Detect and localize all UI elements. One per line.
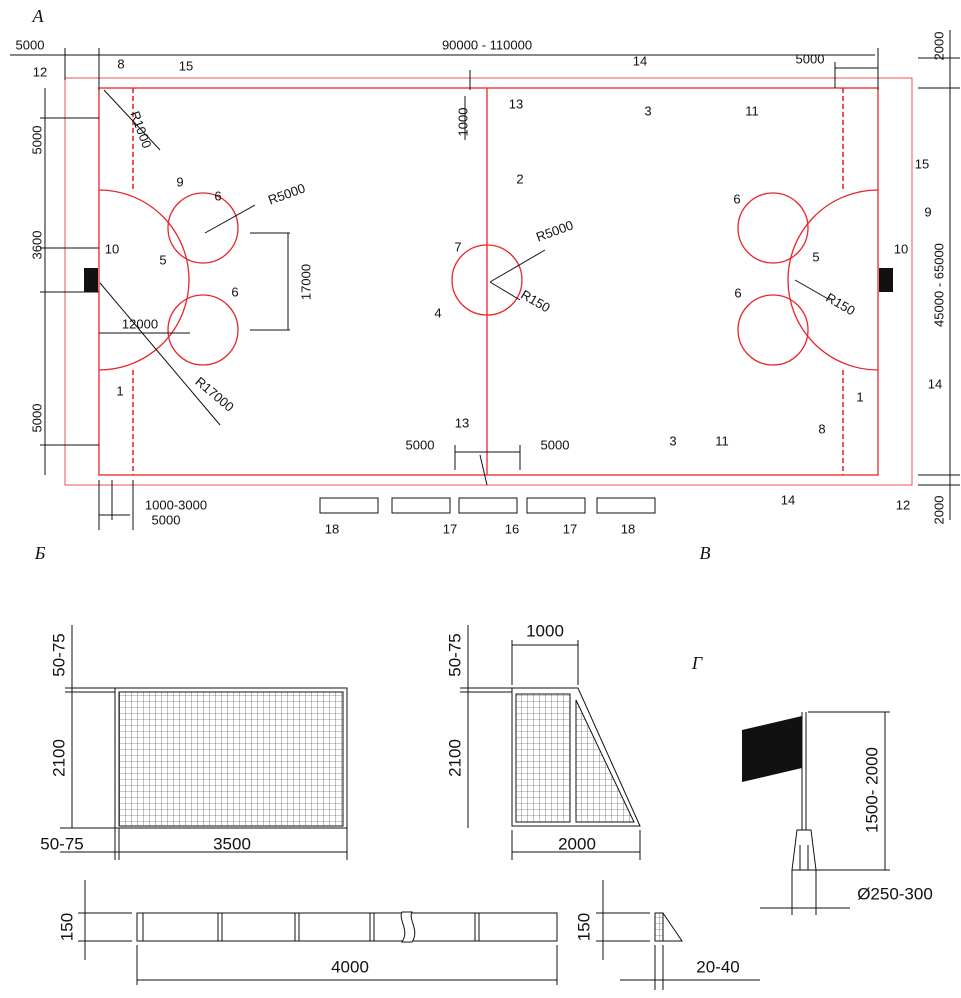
field-label: 14 bbox=[928, 376, 942, 391]
field-label: 1 bbox=[856, 389, 863, 404]
field-label: 10 bbox=[894, 241, 908, 256]
field-label: 6 bbox=[214, 188, 221, 203]
field-label: 3 bbox=[669, 433, 676, 448]
field-label: 8 bbox=[818, 421, 825, 436]
goal-front bbox=[60, 625, 348, 860]
field-label: 14 bbox=[781, 492, 795, 507]
goal-side bbox=[460, 625, 641, 860]
field-label: 8 bbox=[117, 56, 124, 71]
field-label: 15 bbox=[915, 156, 929, 171]
field-label: 2000 bbox=[931, 32, 946, 61]
field-label: 11 bbox=[745, 103, 759, 118]
field-label: 7 bbox=[454, 239, 461, 254]
field-label: 5000 bbox=[796, 51, 825, 66]
field-label: 5000 bbox=[541, 437, 570, 452]
field-label: 10 bbox=[105, 241, 119, 256]
field-label: 3600 bbox=[29, 231, 44, 260]
field-label: 5000 bbox=[29, 126, 44, 155]
field-label: 12 bbox=[33, 64, 47, 79]
board-label: 4000 bbox=[331, 957, 369, 976]
goal-side-label: 1000 bbox=[526, 621, 564, 640]
section-letter: В bbox=[700, 543, 711, 563]
field-label: 5 bbox=[159, 252, 166, 267]
goal-front-label: 50-75 bbox=[49, 633, 68, 676]
field-label: 1 bbox=[116, 383, 123, 398]
field-label: 5000 bbox=[152, 512, 181, 527]
field-label: 1000-3000 bbox=[145, 497, 207, 512]
field-label: 90000 - 110000 bbox=[442, 37, 532, 52]
goal-side-label: 50-75 bbox=[445, 633, 464, 676]
board bbox=[78, 880, 760, 990]
field-label: 13 bbox=[455, 415, 469, 430]
field-label: 12000 bbox=[122, 316, 158, 331]
field-label: 6 bbox=[734, 285, 741, 300]
field bbox=[10, 30, 960, 530]
flag-label: 1500- 2000 bbox=[862, 747, 881, 833]
field-label: R5000 bbox=[534, 217, 575, 244]
field-label: R150 bbox=[823, 290, 857, 319]
section-letter: Г bbox=[691, 653, 703, 673]
field-label: 17000 bbox=[298, 264, 313, 300]
field-label: 17 bbox=[563, 521, 577, 536]
field-label: 3 bbox=[644, 103, 651, 118]
field-label: 9 bbox=[924, 204, 931, 219]
field-label: 45000 - 65000 bbox=[931, 243, 946, 327]
field-label: R1000 bbox=[127, 109, 154, 150]
field-label: R5000 bbox=[266, 180, 307, 207]
goal-front-label: 50-75 bbox=[40, 834, 83, 853]
field-label: 13 bbox=[509, 96, 523, 111]
field-label: 11 bbox=[715, 433, 729, 448]
field-label: 17 bbox=[443, 521, 457, 536]
field-label: 16 bbox=[505, 521, 519, 536]
goal-side-label: 2100 bbox=[445, 739, 464, 777]
field-label: R150 bbox=[518, 287, 552, 316]
field-label: 18 bbox=[325, 521, 339, 536]
field-label: 9 bbox=[176, 174, 183, 189]
field-label: 5000 bbox=[16, 37, 45, 52]
goal-front-label: 3500 bbox=[213, 834, 251, 853]
field-label: 5000 bbox=[29, 404, 44, 433]
field-label: 2 bbox=[516, 171, 523, 186]
flag-label: Ø250-300 bbox=[857, 884, 933, 903]
field-label: 12 bbox=[896, 497, 910, 512]
board-label: 20-40 bbox=[696, 957, 739, 976]
board-label: 150 bbox=[57, 913, 76, 941]
field-label: R17000 bbox=[192, 374, 237, 415]
field-label: 5 bbox=[812, 249, 819, 264]
goal-side-label: 2000 bbox=[558, 834, 596, 853]
field-label: 14 bbox=[633, 53, 647, 68]
field-label: 2000 bbox=[931, 496, 946, 525]
field-label: 5000 bbox=[406, 437, 435, 452]
field-label: 1000 bbox=[455, 108, 470, 137]
goal-front-label: 2100 bbox=[49, 739, 68, 777]
field-label: 15 bbox=[179, 58, 193, 73]
field-label: 6 bbox=[231, 284, 238, 299]
section-letter: Б bbox=[34, 543, 46, 563]
field-label: 18 bbox=[621, 521, 635, 536]
field-label: 4 bbox=[434, 305, 441, 320]
section-letter: А bbox=[32, 6, 45, 26]
field-label: 6 bbox=[733, 191, 740, 206]
board-label: 150 bbox=[574, 913, 593, 941]
corner-flag bbox=[742, 711, 890, 915]
